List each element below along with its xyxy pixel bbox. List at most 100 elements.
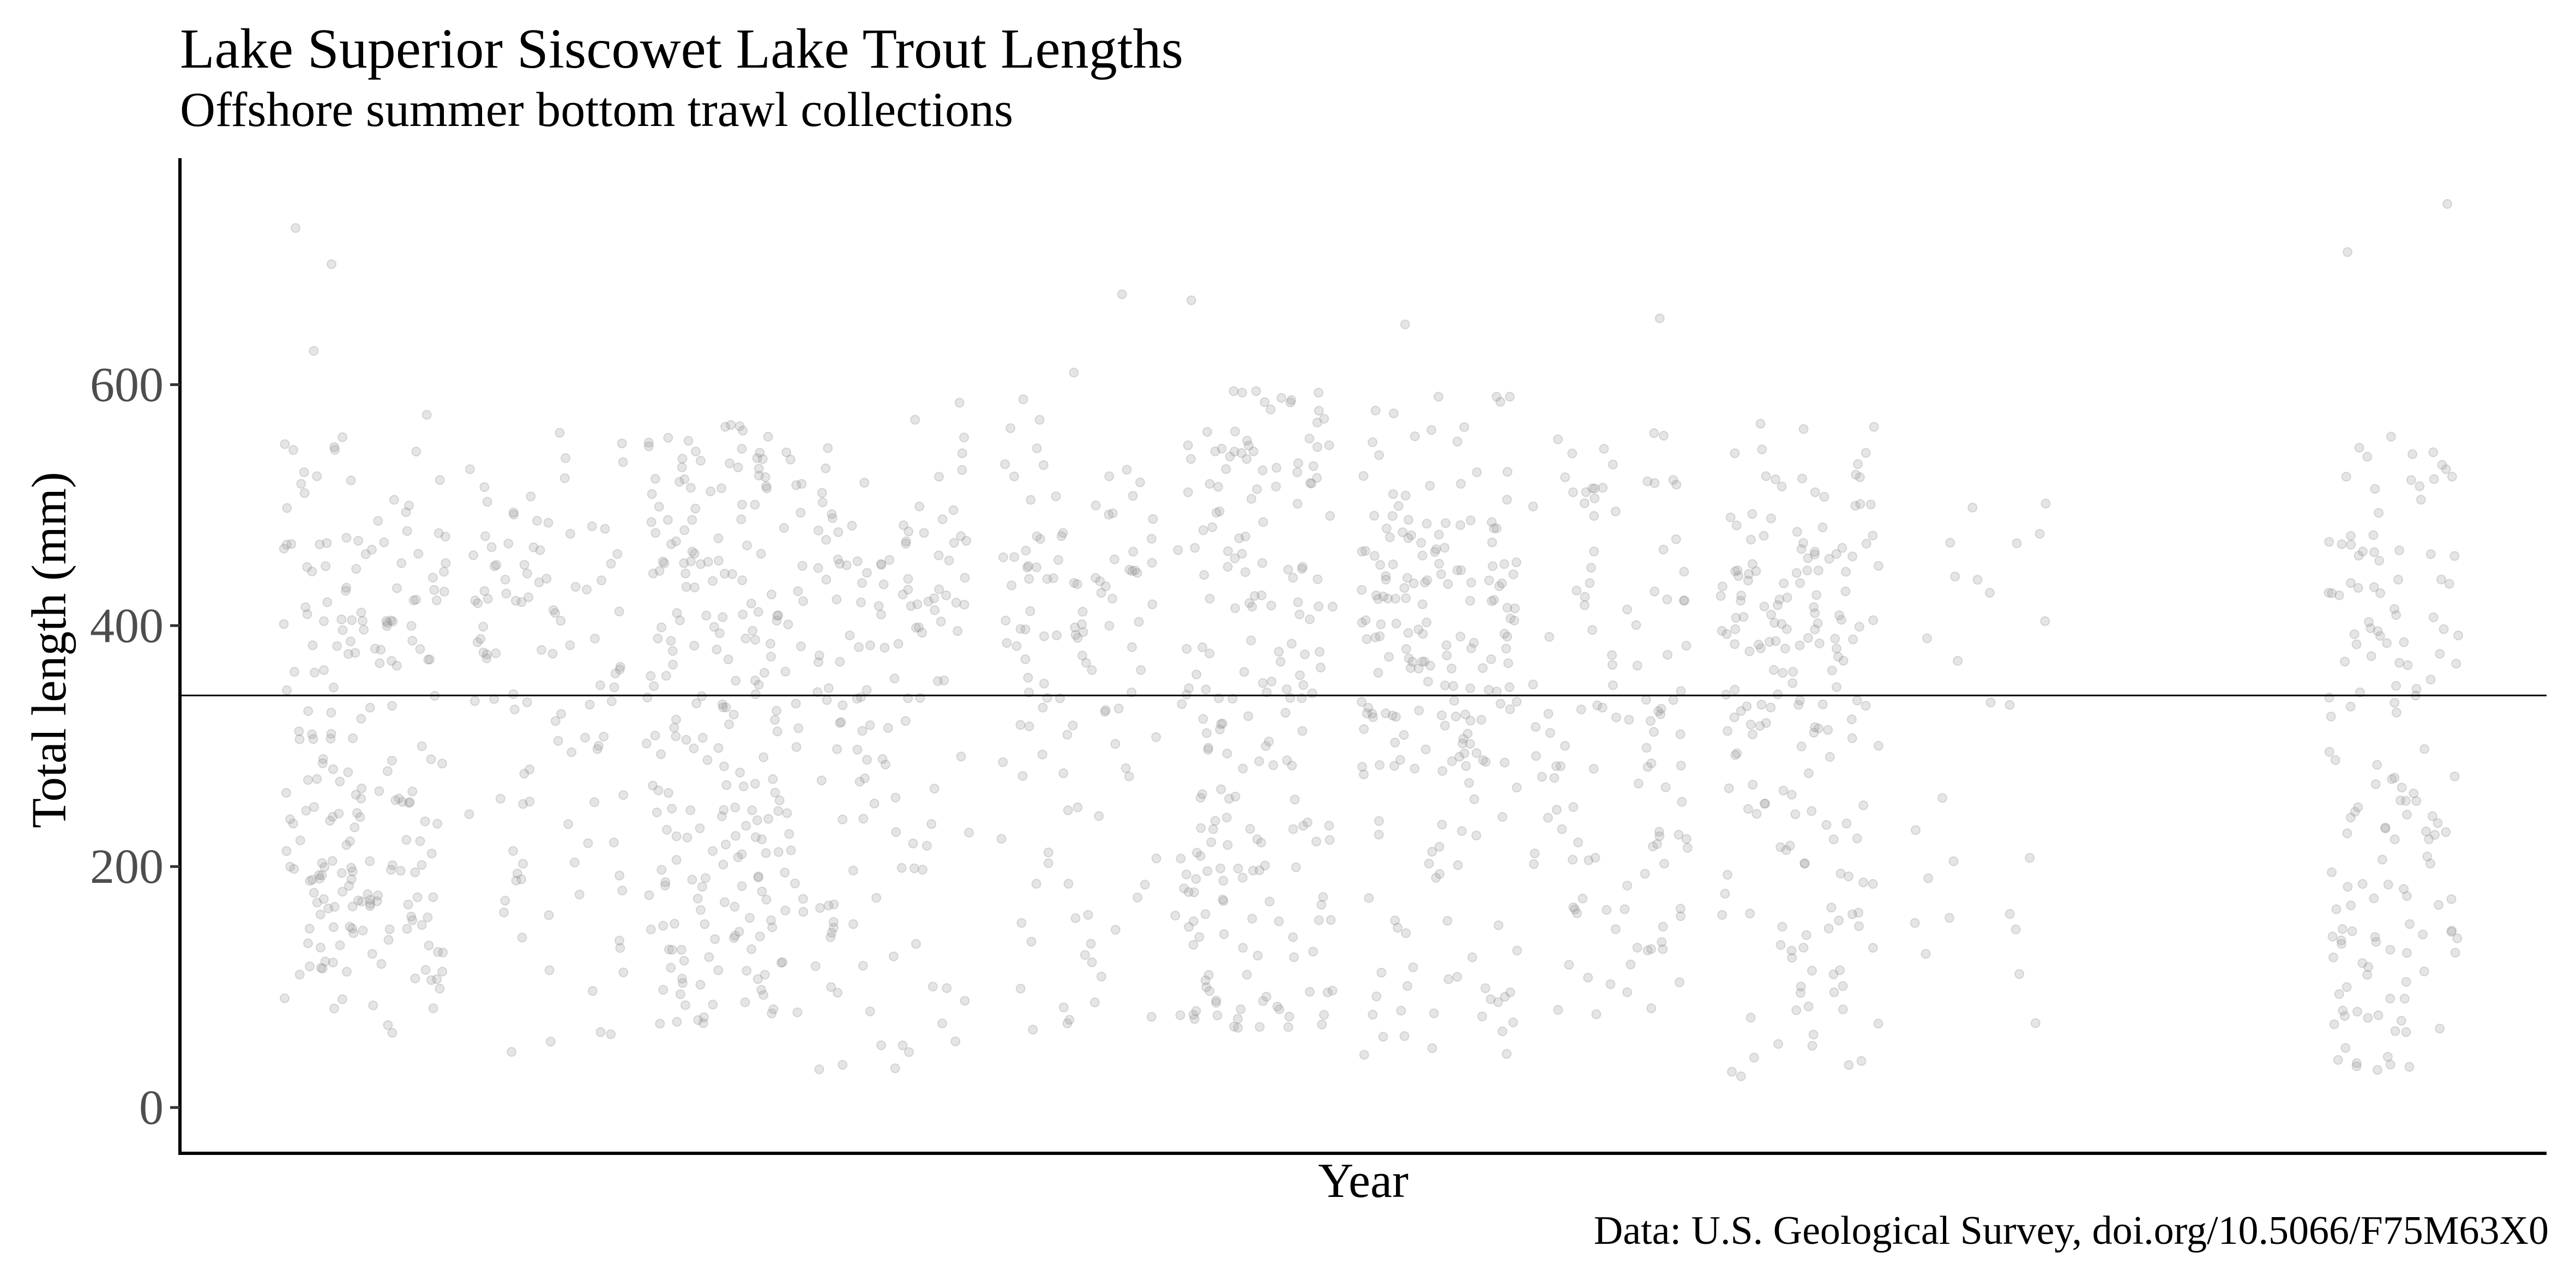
data-point <box>1747 509 1758 519</box>
data-point <box>1466 577 1476 588</box>
data-point <box>1287 760 1297 771</box>
data-point <box>1827 665 1837 676</box>
data-point <box>1357 546 1367 557</box>
data-point <box>1313 574 1323 585</box>
data-point <box>681 735 691 745</box>
data-point <box>1658 544 1669 555</box>
data-point <box>1752 809 1762 819</box>
data-point <box>1510 603 1520 613</box>
data-point <box>1242 454 1252 464</box>
data-point <box>1198 714 1208 724</box>
data-point <box>1023 561 1033 571</box>
data-point <box>1622 604 1633 615</box>
data-point <box>903 574 913 584</box>
data-point <box>1873 1019 1883 1029</box>
data-point <box>697 882 707 892</box>
data-point <box>1641 743 1652 753</box>
data-point <box>357 783 367 793</box>
data-point <box>1100 581 1111 592</box>
data-point <box>1766 702 1776 713</box>
data-point <box>2324 747 2334 757</box>
data-point <box>329 1003 339 1014</box>
data-point <box>1404 515 1413 525</box>
data-point <box>2343 882 2353 892</box>
data-point <box>877 754 888 764</box>
data-point <box>1583 972 1593 983</box>
data-point <box>329 442 339 452</box>
data-point <box>1486 517 1497 527</box>
data-point <box>1025 606 1036 616</box>
data-point <box>1493 997 1503 1007</box>
data-point <box>1203 743 1213 753</box>
data-point <box>1602 905 1612 915</box>
data-point <box>1505 704 1515 714</box>
data-point <box>314 870 324 880</box>
data-point <box>1213 482 1223 492</box>
data-point <box>2329 1019 2339 1030</box>
data-point <box>1761 718 1771 728</box>
data-point <box>857 726 868 736</box>
data-point <box>1757 444 1767 455</box>
data-point <box>289 864 299 874</box>
data-point <box>658 556 668 567</box>
data-point <box>1081 658 1091 668</box>
data-point <box>1083 910 1093 920</box>
data-point <box>291 223 300 233</box>
data-point <box>658 985 669 995</box>
data-point <box>1095 576 1105 586</box>
data-point <box>1087 665 1097 675</box>
data-point <box>1191 874 1201 884</box>
data-point <box>318 894 329 904</box>
data-point <box>1624 714 1634 725</box>
data-point <box>1869 422 1879 432</box>
data-point <box>470 696 480 706</box>
data-point <box>412 892 423 902</box>
data-point <box>1807 966 1817 976</box>
data-point <box>1441 518 1451 528</box>
data-point <box>365 899 376 909</box>
data-point <box>1096 971 1106 982</box>
data-point <box>574 889 585 900</box>
data-point <box>1413 664 1424 674</box>
data-point <box>606 696 617 706</box>
data-point <box>791 742 802 752</box>
data-point <box>1368 712 1378 723</box>
data-point <box>1826 902 1837 913</box>
data-point <box>1792 527 1802 537</box>
data-point <box>914 622 924 633</box>
data-point <box>1568 902 1579 912</box>
data-point <box>1477 1012 1488 1021</box>
data-point <box>402 526 412 536</box>
data-point <box>1276 393 1286 403</box>
data-point <box>1215 863 1226 874</box>
data-point <box>2372 760 2382 770</box>
data-point <box>279 619 289 629</box>
data-point <box>1560 472 1570 483</box>
data-point <box>646 517 657 527</box>
data-point <box>753 872 763 883</box>
data-point <box>322 538 332 548</box>
data-point <box>304 924 315 934</box>
data-point <box>1447 664 1456 673</box>
data-point <box>899 520 908 531</box>
data-point <box>1654 831 1665 841</box>
data-point <box>2351 639 2362 649</box>
data-point <box>1325 835 1335 845</box>
data-point <box>1285 398 1296 407</box>
data-point <box>1361 546 1370 556</box>
data-point <box>595 1027 606 1037</box>
data-point <box>1721 689 1731 700</box>
data-point <box>1389 761 1399 771</box>
data-point <box>532 516 542 526</box>
data-point <box>668 659 678 670</box>
data-point <box>426 975 436 985</box>
data-point <box>654 502 664 512</box>
data-point <box>1401 928 1411 938</box>
data-point <box>1302 817 1313 828</box>
data-point <box>280 439 290 449</box>
data-point <box>717 699 727 709</box>
data-point <box>363 889 373 899</box>
data-point <box>1786 790 1797 800</box>
data-point <box>1418 629 1428 639</box>
data-point <box>848 865 858 876</box>
